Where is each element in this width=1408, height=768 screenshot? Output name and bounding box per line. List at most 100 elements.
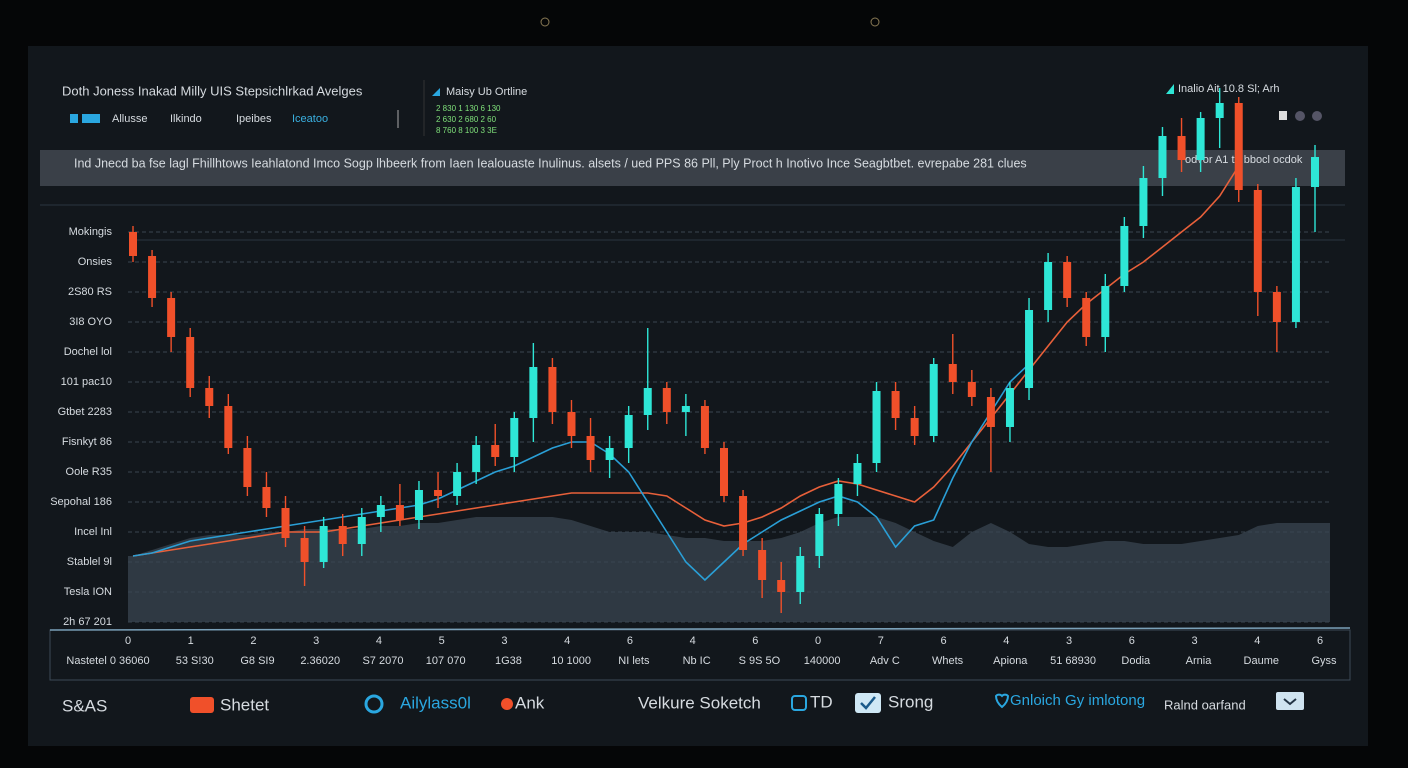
dropdown[interactable] xyxy=(1276,692,1304,710)
x-tick-number: 2 xyxy=(250,635,256,647)
candle-body xyxy=(1215,103,1224,118)
candle-body xyxy=(243,448,252,487)
x-tick-number: 4 xyxy=(564,635,570,647)
x-tick-number: 4 xyxy=(1003,635,1009,647)
tab[interactable]: Allusse xyxy=(112,113,147,125)
x-tick-label: 140000 xyxy=(804,655,841,667)
x-tick-label: 51 68930 xyxy=(1050,655,1096,667)
icon[interactable] xyxy=(1295,111,1305,121)
y-tick-label: Incel Inl xyxy=(74,526,112,538)
x-tick-number: 6 xyxy=(1317,635,1323,647)
line xyxy=(132,165,1240,557)
tab-icon xyxy=(70,114,78,123)
x-tick-label: Whets xyxy=(932,655,964,667)
y-tick-label: Tesla ION xyxy=(64,586,112,598)
candle-body xyxy=(586,436,595,460)
candle-body xyxy=(700,406,709,448)
icon xyxy=(190,697,214,713)
tab[interactable]: Ilkindo xyxy=(170,113,202,125)
footer-item[interactable]: S&AS xyxy=(62,696,107,715)
x-tick-label: Nastetel 0 36060 xyxy=(66,655,149,667)
candle-body xyxy=(148,256,157,298)
panel-row: 2 630 2 680 2 60 xyxy=(436,115,497,124)
footer-item[interactable]: Ank xyxy=(515,693,545,712)
checkbox[interactable] xyxy=(855,693,881,713)
panel-title: Maisy Ub Ortline xyxy=(446,86,527,98)
candle-body xyxy=(1082,298,1091,337)
candle-body xyxy=(262,487,271,508)
footer-item[interactable]: Gnloich Gy imlotong xyxy=(1010,692,1145,709)
x-tick-label: Arnia xyxy=(1186,655,1213,667)
candle-body xyxy=(643,388,652,415)
icon[interactable] xyxy=(1279,111,1287,120)
candle-body xyxy=(167,298,176,337)
x-tick-label: 10 1000 xyxy=(551,655,591,667)
candle-body xyxy=(129,232,137,256)
x-axis-box xyxy=(49,629,1351,681)
candle-body xyxy=(414,490,423,520)
candle-body xyxy=(948,364,957,382)
sensor xyxy=(870,17,880,27)
candle-body xyxy=(434,490,443,496)
candle-body xyxy=(720,448,728,496)
y-tick-label: Gtbet 2283 xyxy=(58,406,112,418)
candle-body xyxy=(281,508,290,538)
candle-body xyxy=(1101,286,1110,337)
tab-icon xyxy=(82,114,100,123)
candle-body xyxy=(1120,226,1129,286)
x-tick-number: 3 xyxy=(501,635,507,647)
candle-body xyxy=(777,580,786,592)
candle-body xyxy=(1234,103,1243,190)
candle-body xyxy=(758,550,767,580)
icon[interactable] xyxy=(1312,111,1322,121)
candle-body xyxy=(1025,310,1034,388)
candle-body xyxy=(567,412,576,436)
footer-item[interactable]: Ralnd oarfand xyxy=(1164,697,1246,712)
candle-body xyxy=(338,526,347,544)
x-tick-number: 3 xyxy=(1066,635,1072,647)
candle-body xyxy=(1253,190,1262,292)
x-tick-label: NI lets xyxy=(618,655,650,667)
candle-body xyxy=(681,406,690,412)
x-tick-label: G8 SI9 xyxy=(240,655,274,667)
title: Doth Joness Inakad Milly UIS Stepsichlrk… xyxy=(62,83,363,98)
footer-item[interactable]: Shetet xyxy=(220,695,269,714)
footer-item[interactable]: Ailylass0l xyxy=(400,693,471,712)
candle-body xyxy=(910,418,919,436)
candle-body xyxy=(319,526,328,562)
candle-body xyxy=(891,391,900,418)
x-tick-number: 1 xyxy=(188,635,194,647)
candle-body xyxy=(186,337,195,388)
footer-item[interactable]: Srong xyxy=(888,692,933,711)
y-tick-label: Mokingis xyxy=(69,226,113,238)
tab[interactable]: Iceatoo xyxy=(292,113,328,125)
x-tick-label: 107 070 xyxy=(426,655,466,667)
x-tick-number: 5 xyxy=(439,635,445,647)
tab[interactable]: Ipeibes xyxy=(236,113,272,125)
candle-body xyxy=(395,505,404,520)
candle-body xyxy=(967,382,976,397)
candle-body xyxy=(872,391,881,463)
icon xyxy=(791,695,807,711)
status: Inalio Ait 10.8 Sl; Arh xyxy=(1178,83,1280,95)
footer-item[interactable]: Velkure Soketch xyxy=(638,693,761,712)
candle-body xyxy=(815,514,824,556)
candle-body xyxy=(1272,292,1281,322)
candle-body xyxy=(929,364,938,436)
footer-item[interactable]: TD xyxy=(810,692,833,711)
candle-body xyxy=(739,496,748,550)
arrow-icon xyxy=(1166,84,1174,94)
candle-body xyxy=(510,418,519,457)
candle-body xyxy=(491,445,500,457)
x-tick-label: Apiona xyxy=(993,655,1028,667)
info-right: odvor A1 to bbocl ocdok xyxy=(1185,154,1303,166)
candle-body xyxy=(1311,157,1319,187)
y-tick-label: Sepohal 186 xyxy=(50,496,112,508)
chevron xyxy=(1283,698,1297,706)
candle-body xyxy=(300,538,309,562)
candle-body xyxy=(1044,262,1053,310)
y-tick-label: 2S80 RS xyxy=(68,286,112,298)
candle-body xyxy=(472,445,481,472)
candle-body xyxy=(1063,262,1072,298)
